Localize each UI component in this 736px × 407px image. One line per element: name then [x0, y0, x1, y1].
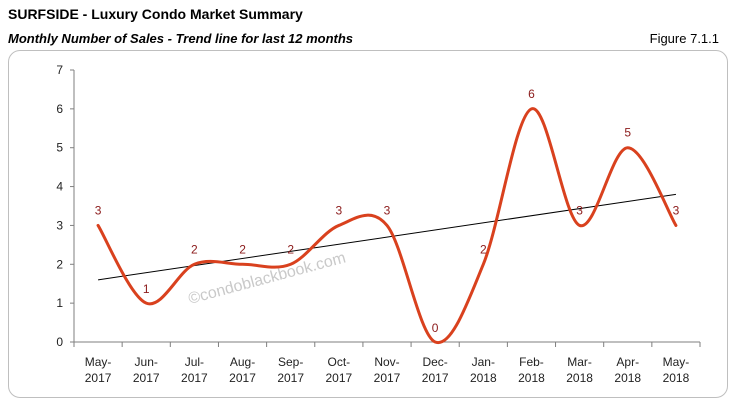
- watermark-text: ©condoblackbook.com: [187, 249, 348, 307]
- data-label: 3: [576, 203, 583, 217]
- data-label: 3: [673, 203, 680, 217]
- y-tick-label: 6: [56, 102, 63, 116]
- y-tick-label: 3: [56, 218, 63, 232]
- x-tick-label: Aug-2017: [229, 355, 256, 385]
- y-tick-label: 2: [56, 257, 63, 271]
- x-tick-label: May-2017: [85, 355, 112, 385]
- data-label: 3: [95, 203, 102, 217]
- chart-title: SURFSIDE - Luxury Condo Market Summary: [8, 6, 303, 22]
- x-tick-label: Dec-2017: [422, 355, 449, 385]
- x-tick-label: Mar-2018: [566, 355, 593, 385]
- x-tick-label: Jun-2017: [133, 355, 160, 385]
- x-tick-label: Jan-2018: [470, 355, 497, 385]
- data-label: 5: [624, 126, 631, 140]
- y-tick-label: 0: [56, 335, 63, 349]
- chart-subtitle: Monthly Number of Sales - Trend line for…: [8, 31, 354, 46]
- data-label: 2: [287, 242, 294, 256]
- x-tick-label: Apr-2018: [614, 355, 641, 385]
- y-tick-label: 4: [56, 180, 63, 194]
- x-tick-label: Sep-2017: [277, 355, 304, 385]
- data-label: 1: [143, 282, 150, 296]
- data-label: 0: [432, 321, 439, 335]
- data-label: 3: [384, 203, 391, 217]
- data-label: 3: [336, 203, 343, 217]
- x-tick-label: May-2018: [663, 355, 690, 385]
- sales-series-line: [96, 107, 678, 345]
- y-tick-label: 5: [56, 141, 63, 155]
- y-tick-label: 1: [56, 296, 63, 310]
- data-label: 6: [528, 87, 535, 101]
- x-tick-label: Feb-2018: [518, 355, 545, 385]
- x-tick-label: Oct-2017: [325, 355, 352, 385]
- data-label: 2: [239, 242, 246, 256]
- y-tick-label: 7: [56, 63, 63, 77]
- data-label: 2: [191, 242, 198, 256]
- x-tick-label: Jul-2017: [181, 355, 208, 385]
- chart-frame: [8, 50, 728, 398]
- data-label: 2: [480, 242, 487, 256]
- figure-label: Figure 7.1.1: [649, 31, 719, 46]
- x-tick-label: Nov-2017: [374, 355, 401, 385]
